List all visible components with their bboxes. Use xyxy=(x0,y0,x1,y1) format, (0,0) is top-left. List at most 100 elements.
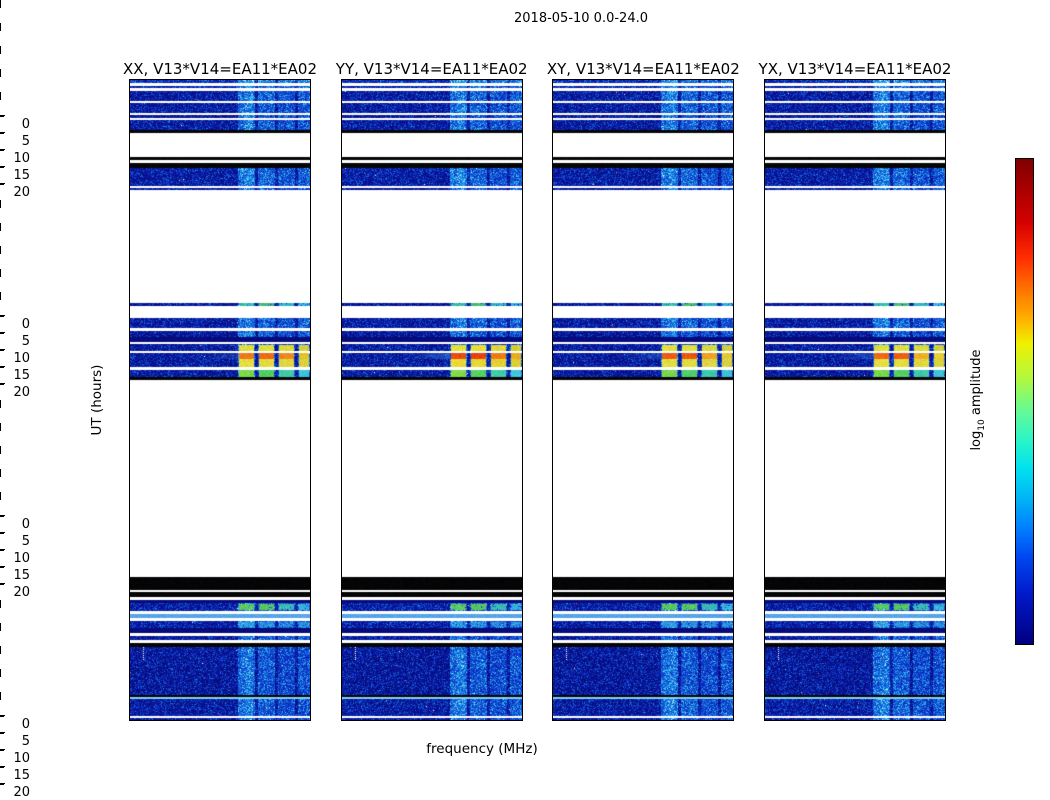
y-tick-label: 10 xyxy=(13,751,30,766)
y-tick-mark xyxy=(0,166,5,167)
y-tick-label: 15 xyxy=(13,568,30,583)
panel-canvas-2 xyxy=(553,80,734,720)
x-tick-mark xyxy=(0,423,1,427)
x-tick-mark-top xyxy=(0,204,1,208)
y-tick-label: 5 xyxy=(21,734,30,749)
y-tick-label: 15 xyxy=(13,768,30,783)
y-tick-mark-right xyxy=(0,184,4,185)
x-tick-mark-top xyxy=(0,627,1,631)
x-tick-mark xyxy=(0,269,1,273)
y-tick-mark-right xyxy=(0,533,4,534)
x-tick-label: 335 xyxy=(0,31,525,46)
y-tick-mark xyxy=(0,549,5,550)
y-tick-mark xyxy=(0,566,5,567)
y-tick-mark-right xyxy=(0,784,4,785)
x-tick-mark xyxy=(0,92,1,96)
x-tick-mark xyxy=(0,692,1,696)
x-tick-label: 365 xyxy=(0,677,525,692)
y-tick-mark-right xyxy=(0,116,4,117)
y-tick-label: 0 xyxy=(21,317,30,332)
y-tick-mark xyxy=(0,366,5,367)
panel-canvas-1 xyxy=(341,80,522,720)
x-tick-label: 380 xyxy=(0,300,525,315)
x-tick-mark xyxy=(0,469,1,473)
panel-title-xy: XY, V13*V14=EA11*EA02 xyxy=(546,60,740,78)
y-tick-label: 10 xyxy=(13,351,30,366)
x-tick-mark xyxy=(0,600,1,604)
y-tick-mark xyxy=(0,783,5,784)
panel-frame xyxy=(340,79,523,721)
x-tick-label: 320 xyxy=(0,208,525,223)
y-tick-label: 0 xyxy=(21,117,30,132)
panel-title-xx: XX, V13*V14=EA11*EA02 xyxy=(122,60,318,78)
y-tick-mark xyxy=(0,132,5,133)
y-tick-mark-right xyxy=(0,767,4,768)
x-tick-mark-top xyxy=(0,450,1,454)
y-tick-mark xyxy=(0,583,5,584)
x-tick-mark xyxy=(0,23,1,27)
x-tick-mark xyxy=(0,223,1,227)
y-tick-label: 5 xyxy=(21,334,30,349)
x-tick-mark-top xyxy=(0,673,1,677)
y-tick-mark-right xyxy=(0,550,4,551)
y-tick-mark-right xyxy=(0,367,4,368)
y-tick-label: 0 xyxy=(21,517,30,532)
y-tick-mark xyxy=(0,149,5,150)
x-tick-mark-top xyxy=(0,50,1,54)
y-tick-mark-right xyxy=(0,516,4,517)
y-tick-label: 20 xyxy=(13,585,30,600)
x-tick-mark-top xyxy=(0,650,1,654)
x-tick-mark xyxy=(0,246,1,250)
y-tick-mark-right xyxy=(0,333,4,334)
x-tick-mark xyxy=(0,446,1,450)
x-tick-label: 365 xyxy=(0,477,525,492)
x-axis-label: frequency (MHz) xyxy=(426,741,538,757)
y-tick-label: 10 xyxy=(13,151,30,166)
y-tick-mark xyxy=(0,766,5,767)
y-tick-mark-right xyxy=(0,567,4,568)
panel-frame xyxy=(552,79,735,721)
panel-title-yy: YY, V13*V14=EA11*EA02 xyxy=(335,60,528,78)
y-tick-mark-right xyxy=(0,316,4,317)
x-tick-mark xyxy=(0,200,1,204)
y-tick-mark-right xyxy=(0,716,4,717)
x-tick-label: 350 xyxy=(0,254,525,269)
x-tick-mark xyxy=(0,69,1,73)
x-tick-mark-top xyxy=(0,27,1,31)
x-tick-label: 320 xyxy=(0,408,525,423)
x-tick-mark xyxy=(0,646,1,650)
x-tick-mark-top xyxy=(0,496,1,500)
x-tick-mark xyxy=(0,46,1,50)
y-tick-mark-right xyxy=(0,133,4,134)
x-tick-label: 335 xyxy=(0,631,525,646)
x-tick-mark-top xyxy=(0,296,1,300)
y-tick-mark-right xyxy=(0,384,4,385)
figure-title: 2018-05-10 0.0-24.0 xyxy=(514,11,648,26)
x-tick-mark-top xyxy=(0,696,1,700)
x-tick-mark-top xyxy=(0,227,1,231)
x-tick-label: 350 xyxy=(0,654,525,669)
y-tick-label: 15 xyxy=(13,368,30,383)
y-tick-mark xyxy=(0,732,5,733)
x-tick-mark-top xyxy=(0,73,1,77)
y-tick-label: 20 xyxy=(13,785,30,800)
y-tick-mark xyxy=(0,115,5,116)
colorbar xyxy=(1015,158,1034,645)
y-tick-mark-right xyxy=(0,750,4,751)
y-tick-mark xyxy=(0,749,5,750)
y-tick-mark-right xyxy=(0,733,4,734)
y-tick-label: 20 xyxy=(13,385,30,400)
x-tick-mark-top xyxy=(0,250,1,254)
y-axis-label: UT (hours) xyxy=(89,364,105,436)
y-tick-label: 20 xyxy=(13,185,30,200)
y-tick-label: 15 xyxy=(13,168,30,183)
panel-title-yx: YX, V13*V14=EA11*EA02 xyxy=(758,60,952,78)
y-tick-mark-right xyxy=(0,150,4,151)
y-tick-label: 5 xyxy=(21,134,30,149)
x-tick-mark-top xyxy=(0,604,1,608)
x-tick-mark-top xyxy=(0,4,1,8)
x-tick-label: 365 xyxy=(0,277,525,292)
x-tick-label: 380 xyxy=(0,700,525,715)
y-tick-mark-right xyxy=(0,167,4,168)
